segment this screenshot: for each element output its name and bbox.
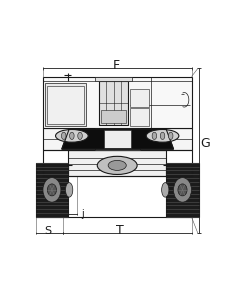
Ellipse shape (97, 156, 137, 174)
Ellipse shape (78, 132, 82, 140)
Bar (68, 150, 166, 176)
Text: S: S (44, 226, 51, 236)
Ellipse shape (108, 160, 126, 170)
Ellipse shape (178, 184, 187, 196)
Bar (45, 83, 86, 127)
Ellipse shape (174, 178, 191, 202)
Bar (130, 108, 149, 127)
Bar (47, 86, 84, 124)
Ellipse shape (47, 184, 56, 196)
Ellipse shape (43, 178, 61, 202)
Text: T: T (116, 224, 124, 237)
Ellipse shape (162, 183, 169, 197)
Bar (95, 128, 140, 150)
Ellipse shape (168, 132, 173, 140)
Bar (101, 110, 126, 123)
Bar (104, 130, 131, 148)
Bar (130, 89, 149, 107)
Ellipse shape (55, 129, 88, 142)
Bar (99, 81, 128, 125)
Ellipse shape (146, 129, 179, 142)
Bar (95, 77, 132, 81)
Text: j: j (81, 209, 84, 219)
Text: F: F (113, 59, 120, 72)
Bar (166, 163, 199, 217)
Text: G: G (200, 137, 210, 150)
Ellipse shape (66, 183, 73, 197)
Ellipse shape (62, 132, 66, 140)
Bar (36, 163, 68, 217)
Ellipse shape (160, 132, 165, 140)
Bar (43, 128, 192, 150)
Polygon shape (62, 129, 173, 149)
Bar (43, 77, 192, 128)
Ellipse shape (152, 132, 157, 140)
Ellipse shape (69, 132, 74, 140)
